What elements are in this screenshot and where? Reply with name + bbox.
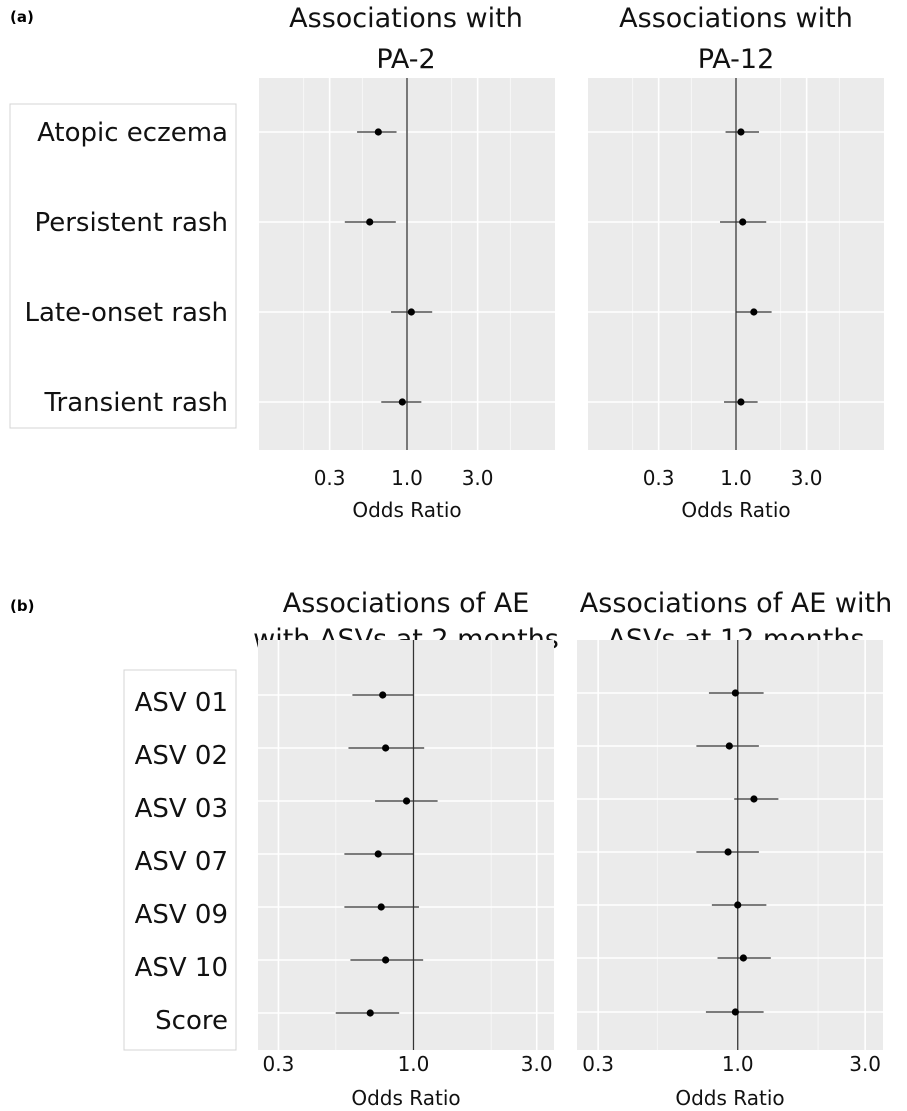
x-tick-label: 1.0 [722, 1052, 754, 1076]
row-label: Late-onset rash [24, 298, 228, 328]
x-axis-label: Odds Ratio [351, 1086, 460, 1110]
label-frame [9, 103, 237, 429]
row-label: ASV 03 [135, 794, 228, 824]
x-tick-label: 0.3 [263, 1052, 295, 1076]
x-tick-label: 3.0 [849, 1052, 881, 1076]
point-estimate [374, 128, 382, 136]
point-estimate [382, 744, 390, 752]
x-tick-label: 0.3 [314, 466, 346, 490]
x-tick-label: 3.0 [462, 466, 494, 490]
point-estimate [366, 1009, 374, 1017]
row-label: ASV 01 [135, 688, 228, 718]
row-label: Score [155, 1006, 228, 1036]
point-estimate [398, 398, 406, 406]
point-estimate [739, 954, 747, 962]
point-estimate [731, 689, 739, 697]
plot-background [258, 640, 554, 1050]
point-estimate [739, 218, 747, 226]
point-estimate [374, 850, 382, 858]
row-label: ASV 10 [135, 953, 228, 983]
x-tick-label: 1.0 [398, 1052, 430, 1076]
panel-title-line: Associations with [619, 3, 853, 34]
panel-a-label: (a) [10, 8, 34, 26]
x-tick-label: 0.3 [643, 466, 675, 490]
x-axis-label: Odds Ratio [352, 498, 461, 522]
row-label: Persistent rash [34, 208, 228, 238]
label-frame [123, 669, 237, 1051]
panel-title-line: Associations of AE with [580, 588, 892, 619]
row-label: Transient rash [43, 388, 228, 418]
point-estimate [731, 1008, 739, 1016]
point-estimate [407, 308, 415, 316]
x-axis-label: Odds Ratio [675, 1086, 784, 1110]
x-tick-label: 3.0 [791, 466, 823, 490]
point-estimate [377, 903, 385, 911]
point-estimate [750, 795, 758, 803]
panel-title-line: PA-2 [376, 44, 435, 75]
row-label: ASV 07 [135, 847, 228, 877]
panel-title-line: Associations of AE [283, 588, 530, 619]
point-estimate [737, 398, 745, 406]
point-estimate [382, 956, 390, 964]
point-estimate [737, 128, 745, 136]
x-tick-label: 0.3 [582, 1052, 614, 1076]
panel-b-label: (b) [10, 597, 34, 615]
row-label-box-2: ASV 01 ASV 02 ASV 03 ASV 07 ASV 09 ASV 10 Scor… [123, 669, 237, 1051]
point-estimate [366, 218, 374, 226]
point-estimate [724, 848, 732, 856]
plot-background [577, 640, 883, 1050]
row-label: ASV 09 [135, 900, 228, 930]
point-estimate [725, 742, 733, 750]
point-estimate [379, 691, 387, 699]
point-estimate [402, 797, 411, 805]
row-label: Atopic eczema [37, 118, 228, 148]
x-axis-label: Odds Ratio [681, 498, 790, 522]
panel-title-line: Associations with [289, 3, 523, 34]
x-tick-label: 3.0 [521, 1052, 553, 1076]
x-tick-label: 1.0 [720, 466, 752, 490]
panel-title-line: PA-12 [698, 44, 775, 75]
row-label: ASV 02 [135, 741, 228, 771]
row-label-box-1: Atopic eczema Persistent rash Late-onset r… [9, 103, 237, 429]
point-estimate [750, 308, 758, 316]
point-estimate [734, 901, 742, 909]
x-tick-label: 1.0 [391, 466, 423, 490]
